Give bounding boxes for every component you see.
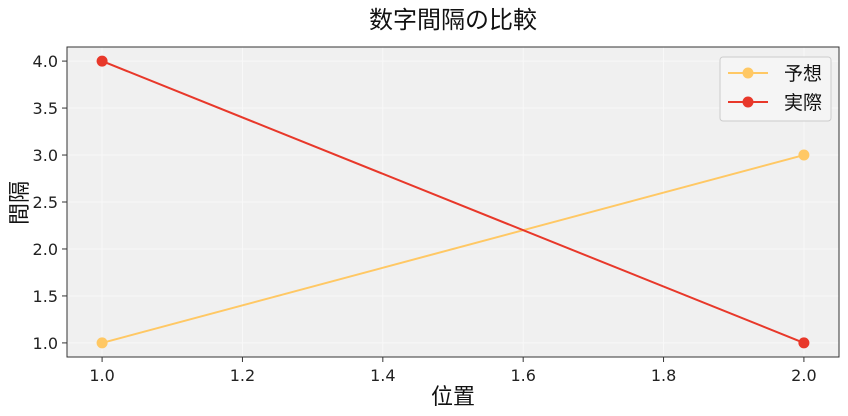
x-tick-label: 2.0 [791, 366, 816, 385]
x-tick-label: 1.8 [651, 366, 676, 385]
y-tick-label: 2.5 [33, 193, 58, 212]
x-tick-label: 1.2 [230, 366, 255, 385]
series-point-2 [96, 55, 108, 67]
y-axis-title: 間隔 [8, 181, 33, 225]
axes-frame [66, 46, 840, 358]
legend-marker-1 [742, 67, 754, 79]
y-tick-label: 4.0 [33, 52, 58, 71]
legend-marker-2 [742, 96, 754, 108]
series-point-2 [798, 337, 810, 349]
x-tick-label: 1.0 [89, 366, 114, 385]
y-tick-label: 1.5 [33, 287, 58, 306]
series-point-1 [96, 337, 108, 349]
chart-title: 数字間隔の比較 [369, 6, 537, 34]
x-axis-title: 位置 [431, 385, 475, 410]
legend-label-1: 予想 [784, 63, 822, 85]
legend-label-2: 実際 [784, 92, 822, 114]
series-line-2 [101, 60, 805, 344]
series-line-1 [101, 154, 805, 344]
x-tick-label: 1.4 [370, 366, 395, 385]
y-tick-label: 3.0 [33, 146, 58, 165]
axes: 1.0 1.2 1.4 1.6 1.8 2.0 1.0 1.5 2.0 2.5 3.0 3.5 4.0 [33, 46, 840, 385]
y-tick-label: 1.0 [33, 334, 58, 353]
series-layer [96, 55, 810, 349]
y-tick-label: 3.5 [33, 99, 58, 118]
y-tick-label: 2.0 [33, 240, 58, 259]
series-point-1 [798, 149, 810, 161]
x-tick-label: 1.6 [510, 366, 535, 385]
